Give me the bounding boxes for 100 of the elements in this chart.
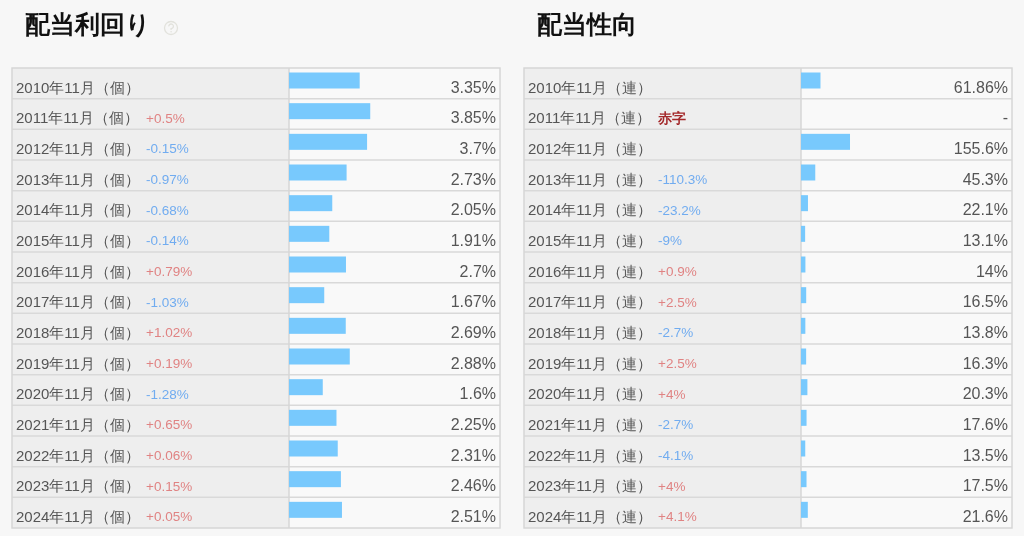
- text: 配当性向: [537, 10, 637, 38]
- y-tick-label: 2017年11月（個）: [16, 293, 140, 311]
- data-label: 2.51%: [450, 507, 496, 525]
- data-label: 2.46%: [450, 477, 496, 495]
- y-tick-label: 2022年11月（連）: [528, 446, 652, 464]
- data-label: 1.6%: [459, 385, 496, 403]
- y-tick-label: 2021年11月（連）: [528, 415, 652, 433]
- bar: [289, 409, 337, 426]
- text: -1.28%: [146, 386, 189, 402]
- text: +0.15%: [146, 478, 193, 494]
- y-tick-label: 2018年11月（個）: [16, 323, 140, 341]
- bar: [801, 225, 806, 242]
- data-label: 13.1%: [962, 231, 1008, 249]
- data-label: 1.91%: [450, 231, 496, 249]
- bar: [289, 501, 342, 518]
- text: +0.5%: [146, 110, 185, 126]
- text: -0.14%: [146, 233, 189, 249]
- y-tick-label: 2023年11月（連）: [528, 477, 652, 495]
- bar: [289, 195, 333, 212]
- data-label: 13.8%: [962, 323, 1008, 341]
- y-tick-label: 2013年11月（個）: [16, 170, 140, 188]
- bar: [801, 501, 808, 518]
- data-label: 45.3%: [962, 170, 1008, 188]
- text: +1.02%: [146, 325, 193, 341]
- bar: [289, 317, 346, 334]
- y-tick-label: 2011年11月（連）: [528, 109, 651, 127]
- text: -0.15%: [146, 141, 189, 157]
- bar: [801, 72, 821, 89]
- data-label: 2.73%: [450, 170, 496, 188]
- text: -: [1002, 109, 1008, 127]
- y-tick-label: 2010年11月（連）: [528, 78, 652, 96]
- y-tick-label: 2012年11月（連）: [528, 139, 652, 157]
- bar: [289, 348, 350, 365]
- data-label: 2.31%: [450, 446, 496, 464]
- text: -0.97%: [146, 172, 189, 187]
- data-label: 3.85%: [450, 109, 496, 127]
- bar: [801, 133, 850, 150]
- data-label: 17.6%: [962, 415, 1008, 433]
- y-tick-label: 2018年11月（連）: [528, 323, 652, 341]
- data-label: 2.05%: [450, 201, 496, 219]
- y-tick-label: 2015年11月（連）: [528, 231, 652, 249]
- bar: [801, 348, 807, 365]
- text: +4.1%: [658, 509, 697, 525]
- bar: [289, 471, 341, 488]
- data-label: 3.7%: [459, 139, 496, 157]
- text: +2.5%: [658, 356, 697, 371]
- text: +0.19%: [146, 356, 193, 371]
- text: +0.06%: [146, 448, 193, 463]
- data-label: 1.67%: [450, 293, 496, 311]
- bar: [289, 287, 325, 304]
- bar: [289, 103, 371, 120]
- data-label: 22.1%: [962, 201, 1008, 219]
- y-tick-label: 2012年11月（個）: [16, 139, 140, 157]
- text: +4%: [658, 386, 686, 402]
- y-tick-label: 2015年11月（個）: [16, 231, 140, 249]
- bar: [289, 133, 368, 150]
- text: +0.05%: [146, 509, 193, 525]
- text: -4.1%: [658, 448, 694, 463]
- data-label: 16.3%: [962, 354, 1008, 372]
- bar: [289, 72, 360, 89]
- y-tick-label: 2023年11月（個）: [16, 477, 140, 495]
- text: -23.2%: [658, 202, 701, 218]
- text: +4%: [658, 478, 686, 494]
- text: +0.79%: [146, 264, 193, 279]
- data-label: 14%: [975, 262, 1008, 280]
- y-tick-label: 2016年11月（個）: [16, 262, 140, 280]
- data-label: 2.69%: [450, 323, 496, 341]
- bar: [289, 164, 347, 181]
- text: -2.7%: [658, 325, 694, 341]
- text: -2.7%: [658, 417, 694, 433]
- y-tick-label: 2013年11月（連）: [528, 170, 652, 188]
- bar: [801, 409, 807, 426]
- data-label: 2.25%: [450, 415, 496, 433]
- data-label: 61.86%: [953, 78, 1008, 96]
- data-label: 13.5%: [962, 446, 1008, 464]
- bar: [801, 379, 808, 396]
- bar: [289, 225, 330, 242]
- y-tick-label: 2020年11月（連）: [528, 385, 652, 403]
- bar: [289, 256, 346, 273]
- y-tick-label: 2016年11月（連）: [528, 262, 652, 280]
- y-tick-label: 2020年11月（個）: [16, 385, 140, 403]
- text: 配当利回り: [25, 10, 151, 38]
- y-tick-label: 2022年11月（個）: [16, 446, 140, 464]
- y-tick-label: 2017年11月（連）: [528, 293, 652, 311]
- bar: [801, 471, 807, 488]
- text: +2.5%: [658, 294, 697, 310]
- data-label: 20.3%: [962, 385, 1008, 403]
- y-tick-label: 2011年11月（個）: [16, 109, 139, 127]
- text: +0.65%: [146, 417, 193, 433]
- y-tick-label: 2021年11月（個）: [16, 415, 140, 433]
- data-label: 3.35%: [450, 78, 496, 96]
- y-tick-label: 2019年11月（連）: [528, 354, 652, 372]
- text: -0.68%: [146, 202, 189, 218]
- bar: [801, 440, 806, 457]
- text: -9%: [658, 233, 683, 249]
- data-label: 16.5%: [962, 293, 1008, 311]
- data-label: 17.5%: [962, 477, 1008, 495]
- y-tick-label: 2019年11月（個）: [16, 354, 140, 372]
- bar: [801, 195, 808, 212]
- y-tick-label: 2024年11月（連）: [528, 507, 652, 525]
